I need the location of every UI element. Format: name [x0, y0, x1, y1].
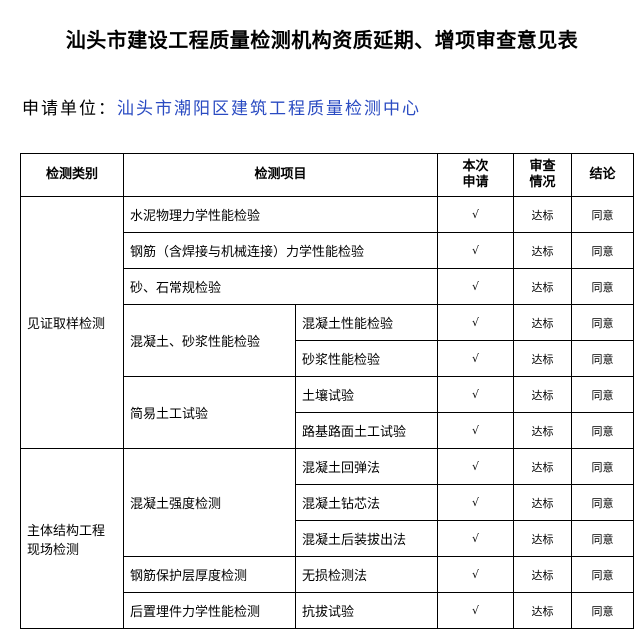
- table-row: 砂浆性能检验 √ 达标 同意: [21, 340, 635, 377]
- review-status: 达标: [513, 412, 573, 449]
- review-status: 达标: [513, 376, 573, 413]
- item-cell: 钢筋（含焊接与机械连接）力学性能检验: [122, 232, 439, 269]
- header-apply: 本次申请: [437, 153, 515, 197]
- review-status: 达标: [513, 556, 573, 593]
- conclusion: 同意: [571, 484, 635, 521]
- apply-check: √: [437, 412, 515, 449]
- review-status: 达标: [513, 196, 573, 233]
- applicant-line: 申请单位：汕头市潮阳区建筑工程质量检测中心: [22, 94, 421, 119]
- category-cell: 主体结构工程现场检测: [20, 448, 124, 629]
- item-cell: 无损检测法: [294, 556, 439, 593]
- review-status: 达标: [513, 520, 573, 557]
- item-cell: 混凝土后装拔出法: [294, 520, 439, 557]
- review-status: 达标: [513, 268, 573, 305]
- conclusion: 同意: [571, 232, 635, 269]
- item-cell: 水泥物理力学性能检验: [122, 196, 439, 233]
- review-status: 达标: [513, 592, 573, 629]
- item-cell: 混凝土回弹法: [294, 448, 439, 485]
- table-row: 砂、石常规检验 √ 达标 同意: [21, 268, 635, 305]
- table-row: 简易土工试验 土壤试验 √ 达标 同意: [21, 376, 635, 449]
- header-item: 检测项目: [122, 153, 439, 197]
- apply-check: √: [437, 340, 515, 377]
- header-category: 检测类别: [20, 153, 124, 197]
- applicant-value: 汕头市潮阳区建筑工程质量检测中心: [117, 99, 421, 119]
- subitem-group-cell: 钢筋保护层厚度检测: [123, 556, 296, 593]
- review-status: 达标: [513, 484, 573, 521]
- table-row: 混凝土、砂浆性能检验 混凝土性能检验 √ 达标 同意: [21, 304, 635, 377]
- applicant-label: 申请单位：: [22, 99, 117, 119]
- apply-check: √: [437, 376, 515, 413]
- conclusion: 同意: [571, 268, 635, 305]
- conclusion: 同意: [571, 520, 635, 557]
- header-conclusion: 结论: [571, 153, 635, 197]
- item-cell: 混凝土性能检验: [294, 304, 439, 341]
- apply-check: √: [437, 484, 515, 521]
- review-status: 达标: [513, 304, 573, 341]
- item-cell: 抗拔试验: [294, 592, 439, 629]
- table-row: 见证取样检测 水泥物理力学性能检验 √ 达标 同意: [20, 196, 635, 449]
- table-row: 路基路面土工试验 √ 达标 同意: [21, 412, 635, 449]
- item-cell: 混凝土钻芯法: [294, 484, 439, 521]
- apply-check: √: [437, 196, 515, 233]
- subitem-group-cell: 混凝土、砂浆性能检验: [123, 304, 296, 377]
- apply-check: √: [437, 448, 515, 485]
- table-row: 钢筋保护层厚度检测 无损检测法 √ 达标 同意: [21, 556, 635, 593]
- conclusion: 同意: [571, 592, 635, 629]
- conclusion: 同意: [571, 556, 635, 593]
- header-review: 审查情况: [513, 153, 573, 197]
- conclusion: 同意: [571, 196, 635, 233]
- table-row: 混凝土钻芯法 √ 达标 同意: [21, 484, 635, 521]
- table-row: 钢筋（含焊接与机械连接）力学性能检验 √ 达标 同意: [21, 232, 635, 269]
- conclusion: 同意: [571, 376, 635, 413]
- conclusion: 同意: [571, 412, 635, 449]
- apply-check: √: [437, 304, 515, 341]
- review-status: 达标: [513, 448, 573, 485]
- apply-check: √: [437, 592, 515, 629]
- conclusion: 同意: [571, 340, 635, 377]
- item-cell: 砂浆性能检验: [294, 340, 439, 377]
- item-cell: 土壤试验: [294, 376, 439, 413]
- conclusion: 同意: [571, 448, 635, 485]
- item-cell: 砂、石常规检验: [122, 268, 439, 305]
- review-status: 达标: [513, 232, 573, 269]
- header-row: 检测类别 检测项目 本次申请 审查情况 结论: [20, 153, 635, 197]
- document-title: 汕头市建设工程质量检测机构资质延期、增项审查意见表: [65, 28, 579, 52]
- table-row: 主体结构工程现场检测 混凝土强度检测 混凝土回弹法 √ 达标 同意: [20, 448, 635, 629]
- apply-check: √: [437, 556, 515, 593]
- apply-check: √: [437, 268, 515, 305]
- subitem-group-cell: 简易土工试验: [123, 376, 296, 449]
- category-cell: 见证取样检测: [20, 196, 124, 449]
- conclusion: 同意: [571, 304, 635, 341]
- subitem-group-cell: 后置埋件力学性能检测: [123, 592, 296, 629]
- item-cell: 路基路面土工试验: [294, 412, 439, 449]
- apply-check: √: [437, 520, 515, 557]
- review-table: 检测类别 检测项目 本次申请 审查情况 结论 见证取样检测 水泥物理力学性能检验 √…: [20, 153, 635, 629]
- subitem-group-cell: 混凝土强度检测: [123, 448, 296, 557]
- table-row: 后置埋件力学性能检测 抗拔试验 √ 达标 同意: [21, 592, 635, 629]
- review-status: 达标: [513, 340, 573, 377]
- apply-check: √: [437, 232, 515, 269]
